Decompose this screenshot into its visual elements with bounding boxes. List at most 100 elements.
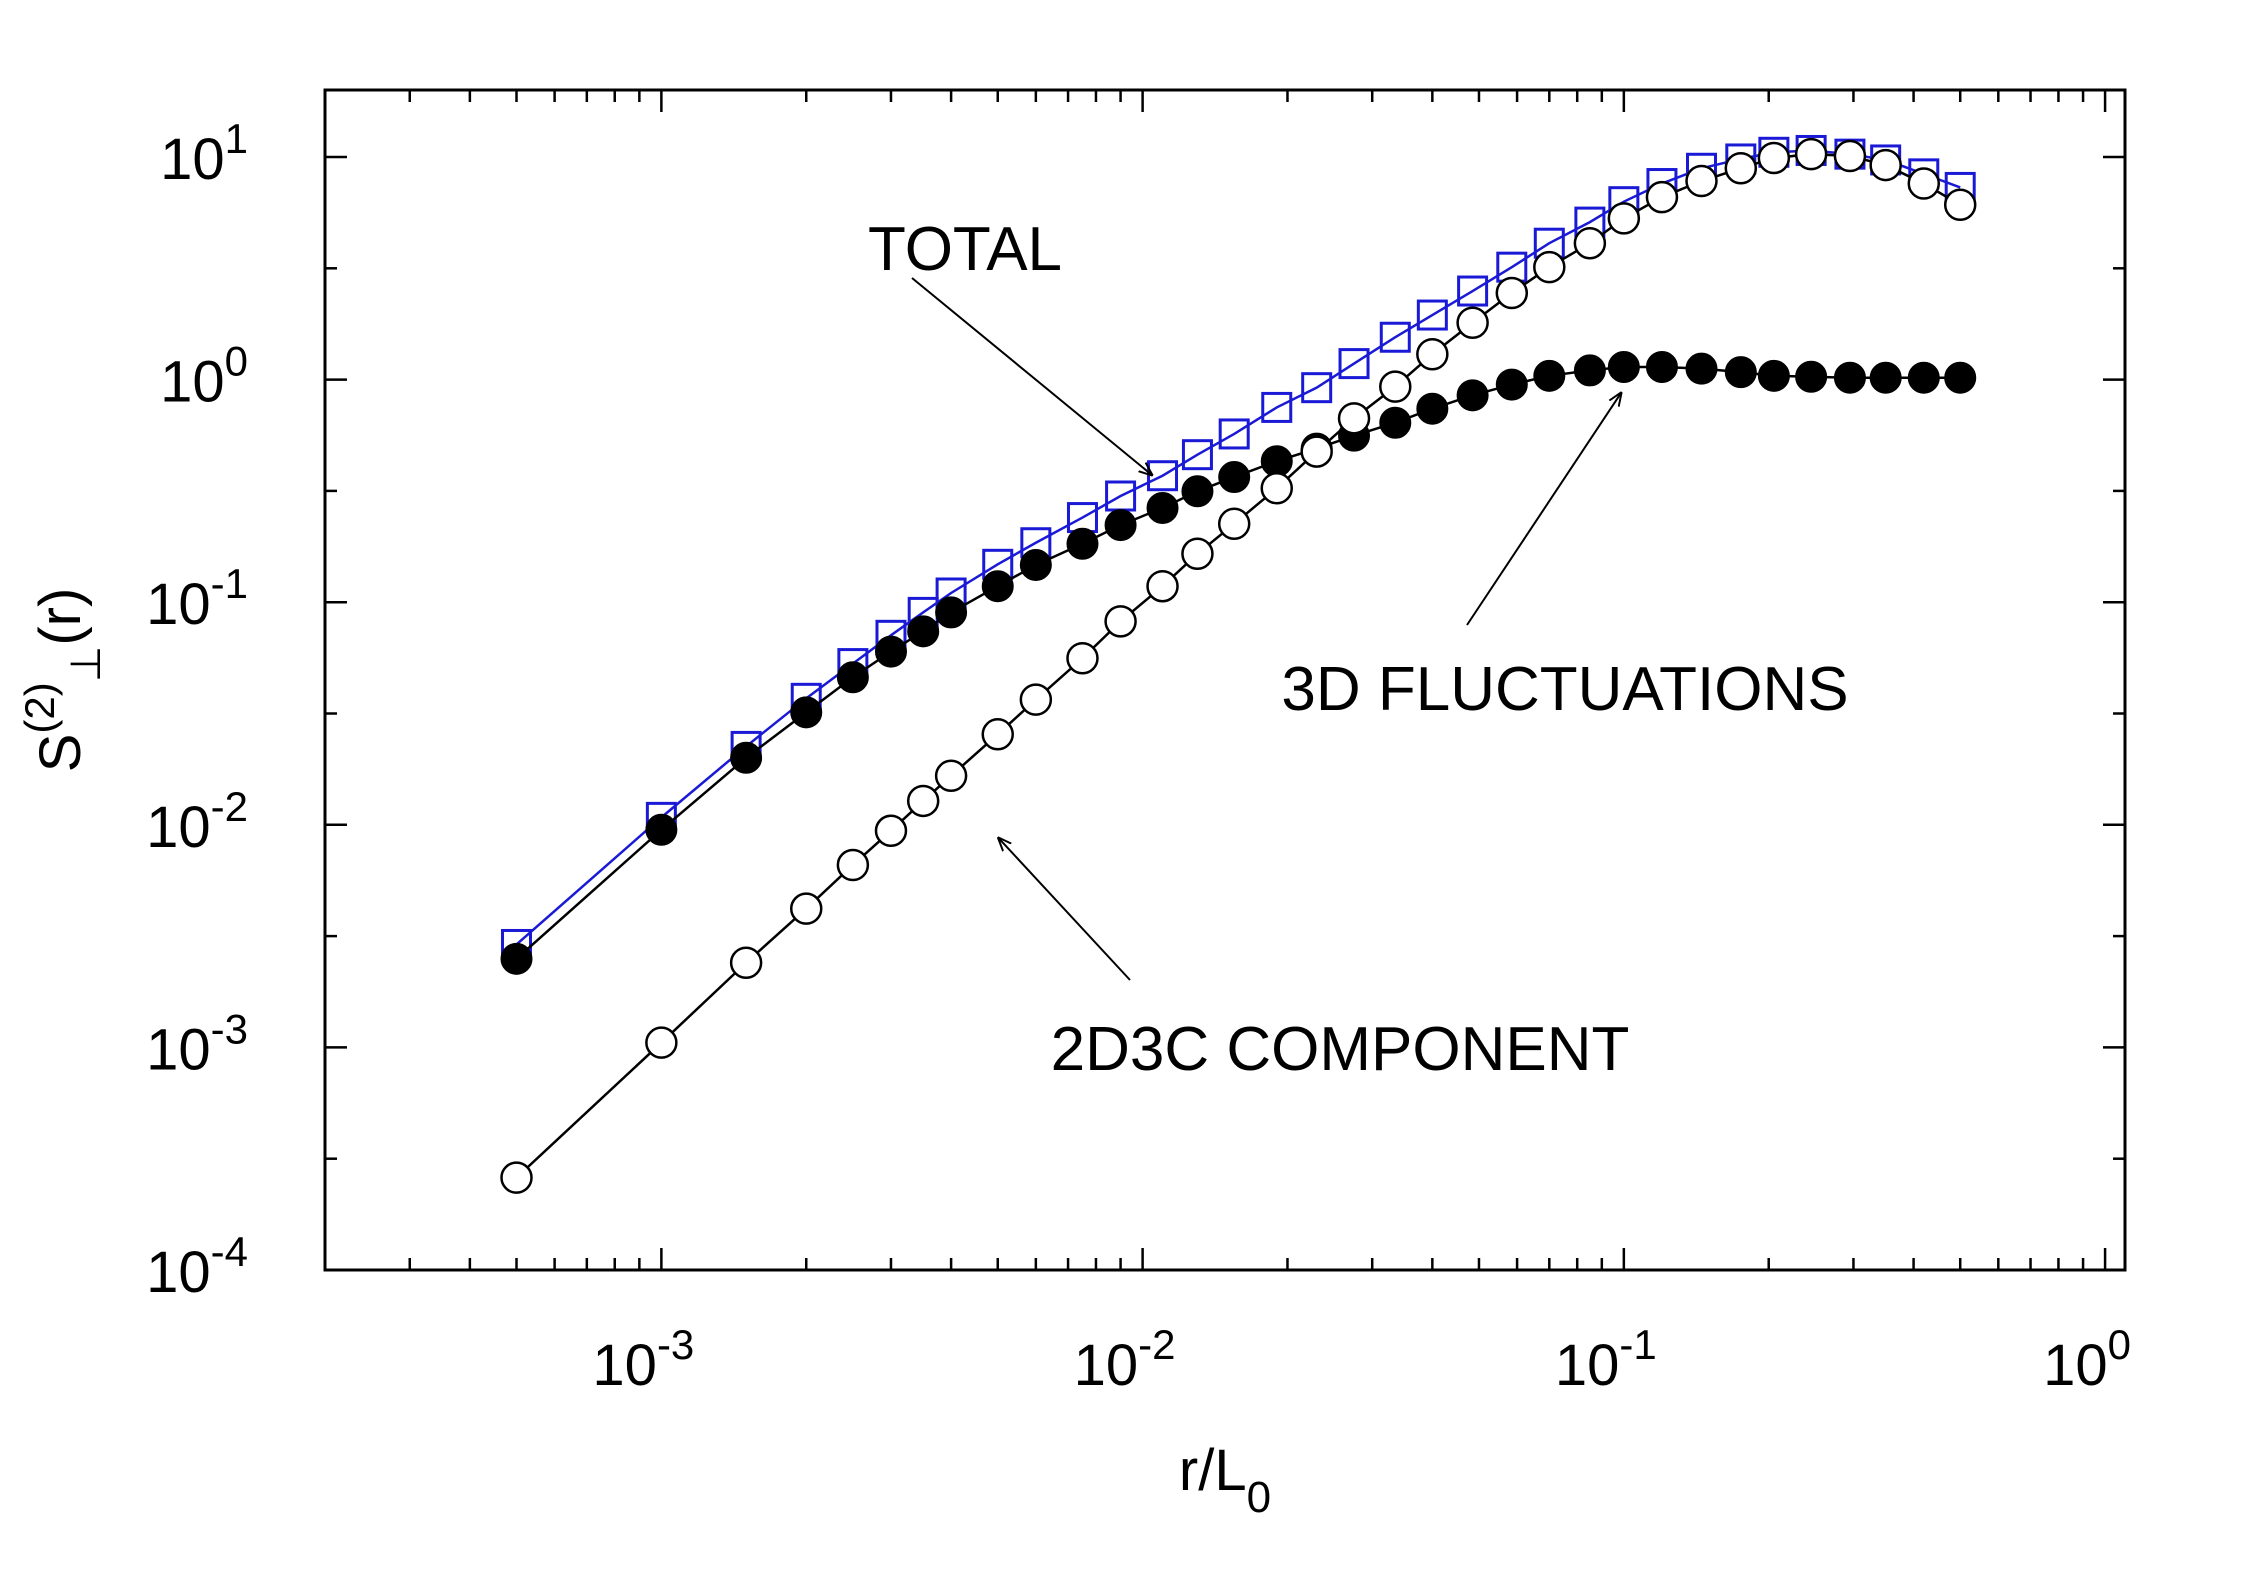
series-3d-fluctuations bbox=[500, 350, 1977, 975]
data-point bbox=[1261, 391, 1293, 423]
series-line bbox=[515, 365, 1961, 960]
data-point bbox=[907, 615, 940, 648]
data-point bbox=[1416, 337, 1449, 371]
data-point bbox=[874, 635, 907, 668]
y-tick-label: 10-2 bbox=[146, 783, 248, 860]
data-point bbox=[500, 1161, 533, 1194]
data-point bbox=[1685, 352, 1718, 385]
annotation-2d3c-component: 2D3C COMPONENT bbox=[998, 837, 1629, 1084]
data-point bbox=[1181, 439, 1213, 471]
data-point bbox=[1379, 370, 1412, 403]
data-point bbox=[1795, 360, 1828, 393]
data-point bbox=[836, 848, 870, 882]
data-point bbox=[1757, 141, 1791, 175]
data-point bbox=[1066, 642, 1099, 675]
x-tick-label: 10-3 bbox=[592, 1321, 694, 1398]
annotation-3d-fluctuations: 3D FLUCTUATIONS bbox=[1281, 392, 1849, 724]
data-point bbox=[1533, 250, 1566, 284]
data-point bbox=[1217, 507, 1251, 541]
y-tick-label: 100 bbox=[160, 338, 248, 415]
data-point bbox=[790, 696, 823, 729]
data-point bbox=[1607, 350, 1640, 383]
axis-labels: 10-3 10-2 10-1 100 10-4 10-3 10-2 10-1 100 101 r/L… bbox=[16, 115, 2131, 1522]
data-point bbox=[1019, 683, 1053, 716]
data-point bbox=[1869, 148, 1902, 182]
data-point bbox=[1573, 354, 1606, 387]
data-point bbox=[729, 946, 763, 980]
data-point bbox=[1146, 491, 1179, 524]
data-point bbox=[1533, 359, 1566, 392]
annotation-text: TOTAL bbox=[868, 215, 1062, 284]
data-point bbox=[1685, 164, 1718, 198]
data-point bbox=[981, 570, 1014, 603]
data-point bbox=[1907, 167, 1941, 200]
data-point bbox=[1379, 406, 1412, 439]
data-point bbox=[1724, 356, 1757, 389]
data-point bbox=[1607, 202, 1641, 235]
data-point bbox=[1944, 361, 1977, 394]
data-point bbox=[874, 814, 908, 848]
data-point bbox=[1495, 276, 1529, 310]
data-point bbox=[1379, 321, 1411, 353]
data-point bbox=[1943, 188, 1977, 222]
data-point bbox=[1869, 361, 1902, 394]
y-tick-label: 101 bbox=[160, 115, 248, 192]
data-point bbox=[906, 784, 940, 818]
data-point bbox=[1724, 152, 1758, 185]
data-point bbox=[1757, 359, 1790, 392]
x-axis-label: r/L0 bbox=[1179, 1438, 1271, 1522]
data-point bbox=[981, 718, 1014, 751]
data-point bbox=[1066, 527, 1099, 560]
x-tick-label: 100 bbox=[2043, 1321, 2131, 1398]
series-line bbox=[515, 149, 1961, 946]
data-point bbox=[1104, 509, 1137, 542]
y-tick-label: 10-4 bbox=[146, 1228, 248, 1305]
data-point bbox=[1645, 180, 1679, 214]
annotation-arrow bbox=[911, 277, 1153, 476]
data-point bbox=[1104, 605, 1137, 638]
axis-ticks bbox=[323, 90, 2125, 1272]
annotation-total: TOTAL bbox=[868, 215, 1153, 476]
data-point bbox=[1573, 226, 1607, 260]
series-total bbox=[501, 134, 1976, 960]
data-point bbox=[935, 596, 968, 629]
y-tick-label: 10-1 bbox=[146, 560, 248, 637]
data-point bbox=[1218, 418, 1250, 450]
data-point bbox=[789, 892, 823, 925]
data-point bbox=[730, 741, 763, 774]
data-point bbox=[1794, 137, 1828, 171]
data-point bbox=[645, 1026, 678, 1059]
annotations: TOTAL 3D FLUCTUATIONS 2D3C COMPONENT bbox=[868, 215, 1849, 1084]
data-point bbox=[934, 759, 968, 793]
x-tick-label: 10-2 bbox=[1074, 1321, 1176, 1398]
series-2d3c-component bbox=[500, 137, 1977, 1194]
annotation-arrow bbox=[998, 837, 1131, 981]
axes bbox=[323, 88, 2127, 1272]
data-point bbox=[1338, 348, 1370, 380]
annotation-arrow bbox=[1466, 392, 1622, 626]
series-line bbox=[515, 152, 1961, 1179]
data-point bbox=[1645, 350, 1678, 383]
plot-series bbox=[500, 134, 1977, 1194]
data-point bbox=[1300, 435, 1333, 468]
data-point bbox=[1337, 402, 1371, 435]
data-point bbox=[1457, 275, 1489, 307]
data-point bbox=[1907, 361, 1940, 394]
data-point bbox=[1301, 372, 1333, 404]
data-point bbox=[1019, 548, 1052, 581]
data-point bbox=[1416, 299, 1448, 331]
annotation-text: 3D FLUCTUATIONS bbox=[1281, 655, 1848, 724]
data-point bbox=[1218, 461, 1251, 494]
y-axis-label: S(2)⊥(r) bbox=[16, 588, 109, 773]
data-point bbox=[1146, 569, 1179, 603]
data-point bbox=[1260, 472, 1294, 505]
data-point bbox=[1456, 306, 1489, 340]
data-point bbox=[1495, 368, 1528, 401]
data-point bbox=[500, 942, 533, 975]
x-tick-label: 10-1 bbox=[1555, 1321, 1657, 1398]
data-point bbox=[1456, 379, 1489, 412]
data-point bbox=[1833, 361, 1866, 394]
data-point bbox=[836, 661, 869, 694]
y-tick-label: 10-3 bbox=[146, 1005, 248, 1082]
